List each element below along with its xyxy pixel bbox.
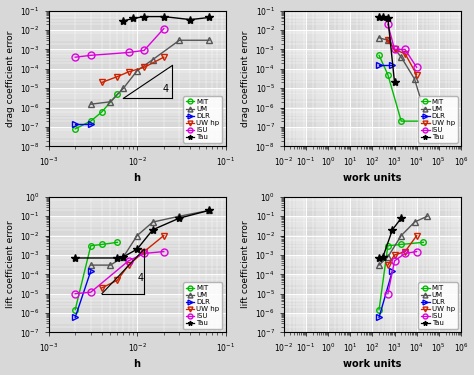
Y-axis label: lift coefficient error: lift coefficient error — [6, 221, 15, 309]
Legend: MIT, UM, DLR, UW hp, ISU, Tau: MIT, UM, DLR, UW hp, ISU, Tau — [419, 96, 457, 143]
Y-axis label: drag coefficient error: drag coefficient error — [6, 30, 15, 127]
Text: 4: 4 — [163, 84, 169, 94]
Legend: MIT, UM, DLR, UW hp, ISU, Tau: MIT, UM, DLR, UW hp, ISU, Tau — [183, 282, 222, 329]
X-axis label: h: h — [134, 173, 141, 183]
Y-axis label: lift coefficient error: lift coefficient error — [241, 221, 250, 309]
Text: 4: 4 — [138, 273, 144, 283]
X-axis label: h: h — [134, 360, 141, 369]
X-axis label: work units: work units — [343, 360, 401, 369]
Legend: MIT, UM, DLR, UW hp, ISU, Tau: MIT, UM, DLR, UW hp, ISU, Tau — [419, 282, 457, 329]
X-axis label: work units: work units — [343, 173, 401, 183]
Legend: MIT, UM, DLR, UW hp, ISU, Tau: MIT, UM, DLR, UW hp, ISU, Tau — [183, 96, 222, 143]
Y-axis label: drag coefficient error: drag coefficient error — [241, 30, 250, 127]
